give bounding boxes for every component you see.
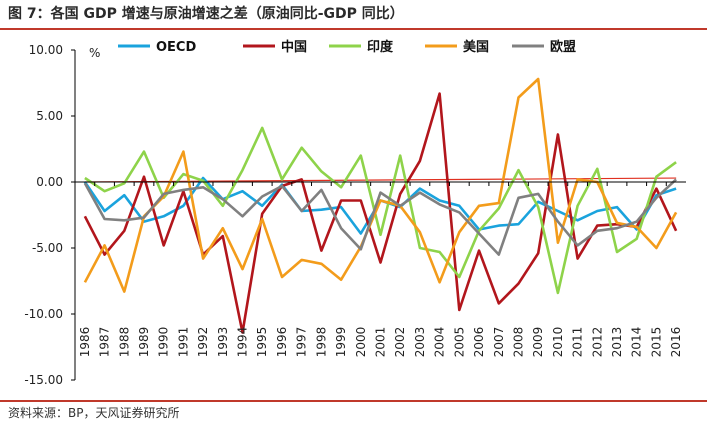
x-tick-label: 2003 [413,327,427,358]
x-tick-label: 2015 [649,327,663,358]
x-tick-label: 2010 [551,327,565,358]
y-tick-label: -5.00 [32,241,63,255]
x-tick-label: 2006 [472,327,486,358]
x-tick-label: 1992 [196,327,210,358]
y-unit-label: % [89,46,100,60]
x-tick-label: 2008 [511,327,525,358]
x-tick-label: 2005 [452,327,466,358]
y-tick-label: 5.00 [36,109,63,123]
x-tick-label: 1990 [157,327,171,358]
legend-label: 美国 [463,39,489,55]
x-tick-label: 1998 [314,327,328,358]
legend-label: 中国 [281,39,307,55]
x-tick-label: 2002 [393,327,407,358]
y-axis: 10.00 5.00 0.00 -5.00 -10.00 -15.00% [24,43,100,387]
x-tick-label: 1993 [216,327,230,358]
x-tick-label: 2001 [374,327,388,358]
series-line [83,178,677,256]
x-tick-label: 2007 [492,327,506,358]
x-tick-label: 2014 [630,327,644,358]
x-tick-label: 2000 [354,327,368,358]
figure-title: 图 7：各国 GDP 增速与原油增速之差（原油同比-GDP 同比） [8,6,404,22]
series-line [83,92,678,334]
x-tick-label: 1987 [98,327,112,358]
series-line [84,126,677,295]
x-tick-label: 2009 [531,327,545,358]
x-tick-label: 1999 [334,327,348,358]
x-axis: 1986 1987 1988 1989 1990 1991 1992 1993 1994 1995… [74,181,686,358]
legend-label: 印度 [367,39,394,55]
x-tick-label: 2011 [571,327,585,358]
y-tick-label: -10.00 [24,307,63,321]
series-lines [83,77,678,334]
source-rule [0,400,707,402]
y-tick-label: -15.00 [24,373,63,387]
x-tick-label: 1986 [78,327,92,358]
legend-label: 欧盟 [550,39,576,55]
x-tick-label: 2013 [610,327,624,358]
x-tick-label: 2016 [669,327,683,358]
legend: OECD 中国 印度 美国 欧盟 [118,39,576,55]
x-tick-label: 2012 [590,327,604,358]
y-tick-label: 0.00 [36,175,63,189]
series-line [83,77,678,293]
x-tick-label: 1989 [137,327,151,358]
x-tick-label: 1995 [255,327,269,358]
x-tick-label: 2004 [433,327,447,358]
title-rule [0,28,707,30]
x-tick-label: 1996 [275,327,289,358]
x-tick-label: 1997 [295,327,309,358]
y-tick-label: 10.00 [29,43,63,57]
legend-label: OECD [156,40,196,55]
x-tick-label: 1991 [176,327,190,358]
x-tick-label: 1994 [236,327,250,358]
source-note: 资料来源：BP，天风证券研究所 [8,406,180,420]
x-tick-label: 1988 [117,327,131,358]
line-chart: 10.00 5.00 0.00 -5.00 -10.00 -15.00% 1986 1987… [24,39,686,387]
